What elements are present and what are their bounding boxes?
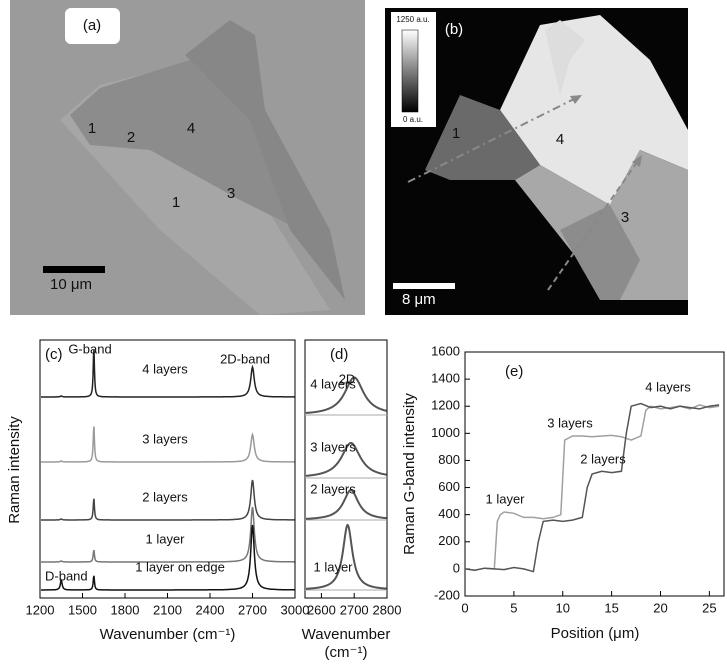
- x-tick-label: 20: [653, 600, 667, 615]
- spectrum: [41, 426, 295, 463]
- region-1: [425, 95, 540, 180]
- x-tick-label: 2800: [373, 602, 402, 617]
- x-axis-unit: (cm⁻¹): [325, 644, 368, 661]
- region-label: 3: [621, 209, 629, 226]
- y-tick-label: 1400: [431, 371, 460, 386]
- x-tick-label: 2700: [238, 602, 267, 617]
- y-tick-label: 1000: [431, 425, 460, 440]
- arrow: [547, 157, 641, 291]
- scale-bar: [393, 283, 455, 289]
- plot-frame: [464, 351, 725, 597]
- y-tick-label: 200: [438, 533, 460, 548]
- colorbar-min: 0 a.u.: [403, 115, 423, 124]
- arrowhead: [632, 155, 642, 167]
- x-axis-label: Wavenumber (cm⁻¹): [100, 626, 236, 643]
- plot-frame: [304, 339, 388, 599]
- y-tick-label: -200: [434, 587, 460, 602]
- region-4: [500, 15, 688, 205]
- series-label: 3 layers: [142, 431, 188, 446]
- series-label: 4 layers: [142, 361, 188, 376]
- spectrum: [41, 479, 295, 521]
- flake-strip: [185, 20, 345, 300]
- annotation: 2 layers: [580, 451, 626, 466]
- label-box: [65, 8, 120, 44]
- panel-label: (a): [83, 17, 101, 34]
- annotation: 4 layers: [645, 379, 691, 394]
- colorbar: [401, 29, 419, 113]
- region-4-top: [545, 20, 585, 95]
- colorbar-max: 1250 a.u.: [396, 15, 429, 24]
- y-tick-label: 1200: [431, 398, 460, 413]
- series-label: 3 layers: [310, 439, 356, 454]
- panel-label: (c): [45, 346, 63, 363]
- series-label: 4 layers: [310, 376, 356, 391]
- spectrum: [41, 524, 295, 591]
- profile-line: [464, 404, 720, 571]
- x-axis-label: Position (μm): [551, 625, 640, 642]
- series-label: 1 layer: [313, 559, 353, 574]
- charts: 4 layers 3 layers 2 layers 1 layer 1 layer o…: [6, 339, 725, 661]
- region-label: 2: [127, 129, 135, 146]
- region-label: 4: [187, 120, 195, 137]
- scale-label: 10 μm: [50, 276, 92, 293]
- x-tick-label: 25: [702, 600, 716, 615]
- series-label: 1 layer on edge: [135, 559, 225, 574]
- annotation: 3 layers: [547, 415, 593, 430]
- annotation: 1 layer: [485, 491, 525, 506]
- region-label: 1: [452, 125, 460, 142]
- fit-curve: [305, 376, 387, 414]
- y-tick-label: 400: [438, 506, 460, 521]
- region-label: 3: [227, 185, 235, 202]
- y-axis-label: Raman G-band intensity: [401, 393, 418, 555]
- region-label: 1: [172, 194, 180, 211]
- fit-curve: [305, 442, 387, 477]
- fit-curve: [306, 488, 387, 520]
- panel-a: (a) 1 2 4 1 3 10 μm: [10, 0, 365, 315]
- peak-label: 2D: [339, 371, 356, 386]
- region-label: 1: [88, 120, 96, 137]
- series-label: 2 layers: [142, 489, 188, 504]
- x-tick-label: 0: [461, 600, 468, 615]
- y-tick-label: 600: [438, 479, 460, 494]
- x-axis-label: Wavenumber: [302, 626, 391, 643]
- series-label: 2 layers: [310, 481, 356, 496]
- x-tick-label: 15: [604, 600, 618, 615]
- arrow: [407, 95, 581, 183]
- scale-label: 8 μm: [402, 291, 436, 308]
- panel-label: (b): [445, 21, 463, 38]
- scale-bar: [43, 266, 105, 273]
- flake-thick: [70, 60, 300, 230]
- x-tick-label: 2700: [340, 602, 369, 617]
- x-tick-label: 2400: [196, 602, 225, 617]
- y-tick-label: 0: [453, 560, 460, 575]
- x-tick-label: 1500: [68, 602, 97, 617]
- profile-line: [464, 402, 720, 573]
- panel-label: (d): [330, 346, 348, 363]
- panel-b: 1250 a.u. 0 a.u. (b) 1 4 3 8 μm: [385, 8, 688, 315]
- panel-label: (e): [505, 363, 523, 380]
- spectrum: [41, 506, 295, 563]
- y-axis-label: Raman intensity: [6, 416, 23, 524]
- x-tick-label: 2600: [307, 602, 336, 617]
- region-3-edge: [560, 205, 640, 300]
- series-label: 1 layer: [145, 531, 185, 546]
- peak-label: D-band: [45, 568, 88, 583]
- arrowhead: [570, 95, 582, 104]
- x-tick-label: 5: [510, 600, 517, 615]
- x-tick-label: 2100: [153, 602, 182, 617]
- y-tick-label: 800: [438, 452, 460, 467]
- x-tick-label: 3000: [281, 602, 310, 617]
- x-tick-label: 1200: [26, 602, 55, 617]
- peak-label: 2D-band: [220, 351, 270, 366]
- x-tick-label: 10: [556, 600, 570, 615]
- y-tick-label: 1600: [431, 343, 460, 358]
- x-tick-label: 1800: [111, 602, 140, 617]
- peak-label: G-band: [68, 341, 111, 356]
- spectrum: [41, 349, 295, 398]
- region-label: 4: [556, 131, 564, 148]
- fit-curve: [306, 523, 387, 590]
